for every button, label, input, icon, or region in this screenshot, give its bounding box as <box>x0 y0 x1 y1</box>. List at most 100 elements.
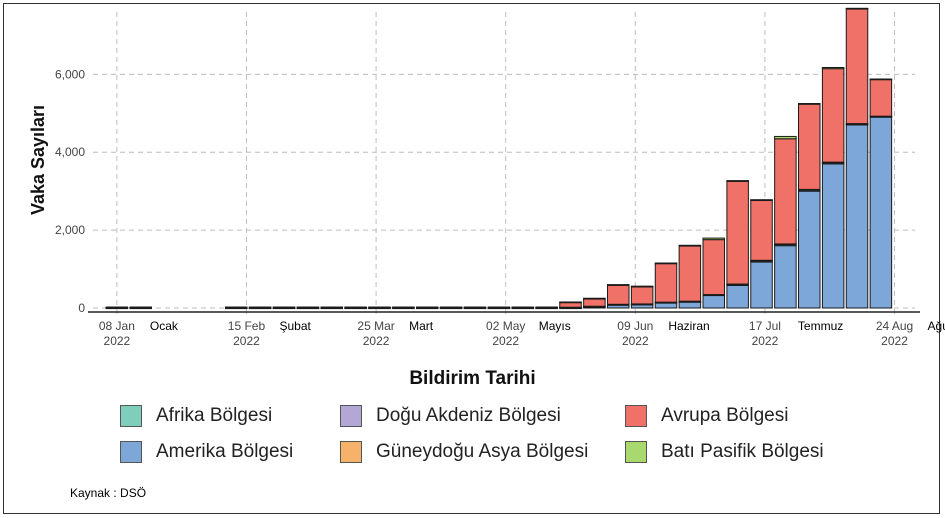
bar-segment <box>750 261 773 309</box>
bar-segment <box>702 295 726 309</box>
x-tick-label-date: 08 Jan <box>99 319 135 333</box>
bar-segment <box>583 297 606 307</box>
x-month-label: Mayıs <box>539 319 571 333</box>
legend-label-amerika: Amerika Bölgesi <box>156 441 294 462</box>
bar-segment <box>630 285 654 305</box>
x-tick-label-date: 15 Feb <box>228 319 266 333</box>
x-tick-label-year: 2022 <box>492 334 519 348</box>
bar-segment <box>821 68 845 163</box>
bar-segment <box>487 306 511 309</box>
bar-segment <box>678 244 702 247</box>
bar-segment <box>726 180 749 285</box>
bar-segment <box>845 124 869 309</box>
bar-segment <box>702 239 726 296</box>
x-tick-label-year: 2022 <box>752 334 779 348</box>
bar-segment <box>535 306 558 309</box>
bar-segment <box>798 190 821 309</box>
y-axis-title: Vaka Sayıları <box>28 105 48 215</box>
x-month-label: Temmuz <box>798 319 843 333</box>
bar-segment <box>344 306 367 309</box>
bar-segment <box>654 302 678 309</box>
x-tick-label-year: 2022 <box>622 334 649 348</box>
bar-segment <box>105 306 129 309</box>
bar-segment <box>821 163 845 309</box>
bar-segment <box>129 306 153 309</box>
bar-segment <box>320 306 344 309</box>
source-note: Kaynak : DSÖ <box>70 486 147 500</box>
y-tick-label: 4,000 <box>55 145 85 159</box>
bar-segment <box>774 138 797 245</box>
legend-swatch-amerika <box>120 441 142 463</box>
legend-label-dogu-akdeniz: Doğu Akdeniz Bölgesi <box>376 405 561 426</box>
legend-item-dogu-akdeniz: Doğu Akdeniz Bölgesi <box>340 405 561 427</box>
bar-segment <box>392 306 415 309</box>
bar-segment <box>416 306 439 309</box>
legend-swatch-avrupa <box>625 405 647 427</box>
bar-segment <box>654 262 678 303</box>
x-axis-title: Bildirim Tarihi <box>409 368 536 389</box>
bar-segment <box>439 306 463 309</box>
x-tick-label-date: 17 Jul <box>749 319 781 333</box>
legend-swatch-dogu-akdeniz <box>340 405 362 427</box>
legend-label-avrupa: Avrupa Bölgesi <box>661 405 789 426</box>
bar-segment <box>845 8 869 125</box>
bar-segment <box>702 237 726 241</box>
x-tick-label-year: 2022 <box>233 334 260 348</box>
bar-segment <box>845 7 869 10</box>
x-tick-label-year: 2022 <box>363 334 390 348</box>
y-tick-label: 0 <box>78 301 85 315</box>
bar-segment <box>463 306 487 309</box>
legend-swatch-afrika <box>120 405 142 427</box>
bar-segment <box>272 306 296 309</box>
bar-segment <box>607 284 630 286</box>
legend-swatch-bati-pasifik <box>625 441 647 463</box>
bar-segment <box>869 78 893 117</box>
x-month-label: Haziran <box>668 319 709 333</box>
legend-item-guneydogu-asya: Güneydoğu Asya Bölgesi <box>340 441 588 463</box>
bar-segment <box>798 103 821 190</box>
legend-item-afrika: Afrika Bölgesi <box>120 405 272 427</box>
bar-segment <box>607 284 630 305</box>
bar-segment <box>726 180 749 182</box>
x-month-label: Şubat <box>279 319 311 333</box>
legend-label-afrika: Afrika Bölgesi <box>156 405 273 426</box>
bar-segment <box>726 284 749 309</box>
bar-segment <box>225 306 248 309</box>
x-tick-label-date: 25 Mar <box>357 319 394 333</box>
bar-segment <box>511 306 535 309</box>
bar-segment <box>798 103 821 105</box>
bar-segment <box>296 306 320 309</box>
bar-segment <box>583 297 606 300</box>
bar-segment <box>559 301 582 304</box>
bar-segment <box>678 301 702 309</box>
bar-segment <box>368 306 391 309</box>
y-tick-label: 2,000 <box>55 223 85 237</box>
legend-label-guneydogu-asya: Güneydoğu Asya Bölgesi <box>376 441 589 462</box>
bar-segment <box>750 199 773 261</box>
y-tick-label: 6,000 <box>55 67 85 81</box>
x-tick-label-date: 09 Jun <box>617 319 653 333</box>
bar-segment <box>821 67 845 70</box>
x-month-label: Mart <box>409 319 434 333</box>
legend-item-avrupa: Avrupa Bölgesi <box>625 405 788 427</box>
bar-segment <box>630 285 654 288</box>
bar-segment <box>654 262 678 265</box>
bar-segment <box>750 199 773 202</box>
bar-segment <box>774 245 797 309</box>
x-tick-label-year: 2022 <box>881 334 908 348</box>
legend-label-bati-pasifik: Batı Pasifik Bölgesi <box>661 441 824 462</box>
bar-segment <box>869 116 893 309</box>
x-tick-label-date: 24 Aug <box>876 319 913 333</box>
x-tick-label-date: 02 May <box>486 319 525 333</box>
legend-item-bati-pasifik: Batı Pasifik Bölgesi <box>625 441 824 463</box>
x-month-label: Ağu <box>928 319 945 333</box>
legend-item-amerika: Amerika Bölgesi <box>120 441 293 463</box>
bar-segment <box>774 135 797 140</box>
legend-swatch-guneydogu-asya <box>340 441 362 463</box>
bar-segment <box>678 244 702 302</box>
x-tick-label-year: 2022 <box>104 334 131 348</box>
bar-segment <box>248 306 272 309</box>
bar-segment <box>869 78 893 81</box>
x-month-label: Ocak <box>150 319 179 333</box>
